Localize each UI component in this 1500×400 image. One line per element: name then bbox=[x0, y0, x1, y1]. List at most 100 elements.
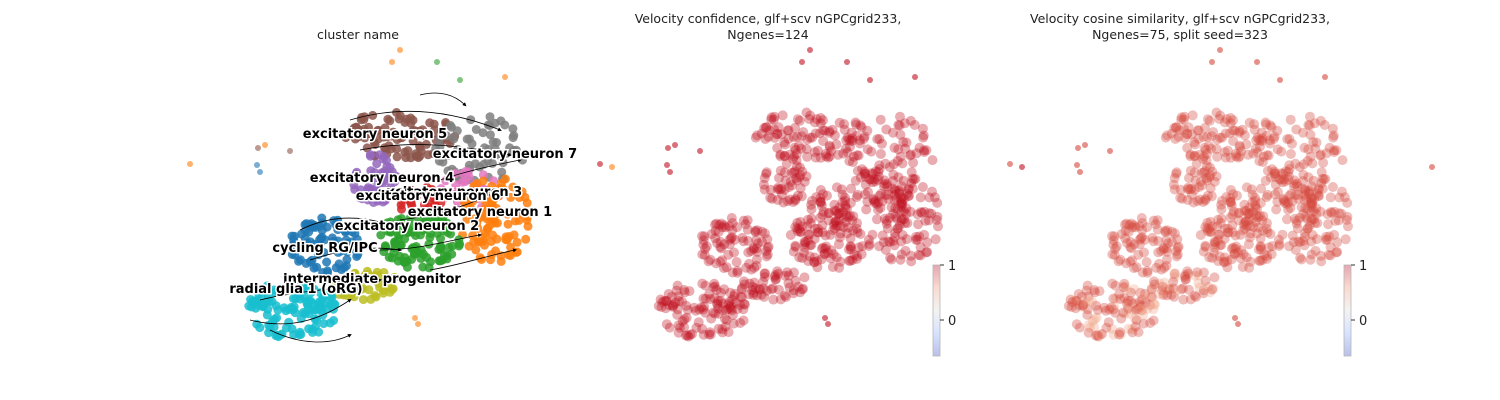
cell-point bbox=[892, 223, 903, 234]
cell-point bbox=[1309, 214, 1319, 225]
cell-point bbox=[1199, 166, 1210, 177]
cell-point bbox=[887, 183, 898, 194]
confidence-colorbar-tick-0: 0 bbox=[948, 314, 956, 329]
cell-point bbox=[1250, 200, 1261, 211]
cell-point bbox=[704, 289, 715, 300]
cell-point bbox=[880, 158, 891, 169]
cell-point bbox=[697, 231, 707, 242]
cell-point bbox=[1201, 149, 1212, 159]
cell-point bbox=[1147, 232, 1158, 243]
cell-point bbox=[802, 221, 813, 232]
cell-point bbox=[1092, 330, 1103, 341]
cell-point bbox=[817, 220, 828, 231]
cell-point bbox=[1214, 251, 1225, 262]
cell-point bbox=[1234, 151, 1245, 162]
cell-point bbox=[879, 175, 890, 186]
cell-point bbox=[392, 144, 402, 154]
cell-point bbox=[384, 252, 394, 262]
cell-point bbox=[853, 242, 864, 253]
cell-point bbox=[690, 305, 701, 316]
cell-point bbox=[762, 242, 773, 253]
cell-point bbox=[1137, 218, 1148, 228]
cell-point bbox=[1241, 252, 1252, 263]
cell-point bbox=[341, 235, 351, 245]
cell-point bbox=[1146, 284, 1157, 295]
cell-point bbox=[1129, 284, 1140, 295]
cell-point bbox=[1298, 169, 1309, 180]
cell-point bbox=[1241, 182, 1252, 193]
cell-point bbox=[1342, 211, 1353, 222]
cell-point bbox=[1209, 236, 1220, 247]
cell-point bbox=[763, 131, 774, 142]
cell-point bbox=[1113, 256, 1124, 267]
cell-point bbox=[1325, 250, 1336, 261]
cell-point bbox=[795, 226, 806, 237]
cell-point bbox=[775, 165, 786, 176]
cell-point bbox=[1275, 174, 1286, 185]
cell-point bbox=[1342, 197, 1353, 208]
cell-point bbox=[728, 318, 739, 329]
cell-point bbox=[1082, 280, 1093, 291]
cell-point bbox=[1157, 285, 1167, 296]
cell-point bbox=[1183, 268, 1194, 279]
cell-point bbox=[1207, 221, 1218, 232]
cell-point bbox=[1233, 247, 1244, 258]
cell-point bbox=[883, 236, 894, 247]
cell-point bbox=[1239, 199, 1250, 210]
cell-point bbox=[1307, 230, 1318, 240]
cell-point bbox=[895, 129, 906, 140]
cell-point bbox=[1287, 138, 1297, 149]
cell-point bbox=[1267, 164, 1277, 175]
cell-point bbox=[1306, 213, 1317, 224]
cell-point bbox=[365, 150, 375, 160]
cell-point bbox=[882, 223, 893, 234]
cell-point bbox=[726, 232, 737, 243]
cell-point bbox=[1337, 155, 1348, 166]
cell-point bbox=[807, 47, 813, 53]
cell-point bbox=[1274, 241, 1284, 251]
cell-point bbox=[1252, 228, 1263, 239]
cell-point bbox=[873, 174, 884, 185]
cell-point bbox=[477, 255, 486, 264]
cell-point bbox=[809, 233, 820, 244]
cell-point bbox=[1173, 131, 1184, 142]
cell-point bbox=[1187, 110, 1198, 121]
cell-point bbox=[1309, 206, 1319, 217]
cell-point bbox=[716, 243, 727, 254]
cell-point bbox=[877, 196, 888, 207]
cell-point bbox=[772, 129, 783, 140]
cell-point bbox=[1185, 294, 1196, 305]
cell-point bbox=[1226, 254, 1237, 265]
cell-point bbox=[1216, 199, 1227, 210]
cell-point bbox=[1118, 307, 1129, 318]
cell-point bbox=[1216, 240, 1227, 250]
cell-point bbox=[788, 285, 799, 296]
cell-point bbox=[833, 149, 844, 160]
cell-point bbox=[1258, 151, 1269, 162]
cell-point bbox=[846, 183, 857, 194]
cell-point bbox=[715, 242, 726, 253]
cell-point bbox=[901, 137, 912, 148]
cell-point bbox=[744, 258, 755, 269]
cell-point bbox=[1161, 243, 1172, 254]
cell-point bbox=[1179, 132, 1190, 143]
cell-point bbox=[798, 247, 809, 258]
cell-point bbox=[801, 144, 812, 154]
cell-point bbox=[1189, 167, 1200, 178]
cell-point bbox=[675, 322, 686, 333]
cell-point bbox=[750, 227, 761, 238]
cell-point bbox=[816, 197, 827, 208]
cell-point bbox=[795, 170, 806, 181]
cell-point bbox=[693, 317, 704, 328]
cell-point bbox=[1071, 295, 1082, 306]
cell-point bbox=[1274, 174, 1285, 185]
cell-point bbox=[661, 319, 672, 330]
cell-point bbox=[1329, 229, 1340, 240]
cell-point bbox=[743, 236, 754, 246]
cell-point bbox=[919, 229, 930, 240]
cell-point bbox=[1228, 242, 1239, 253]
cell-point bbox=[724, 221, 735, 232]
streamline bbox=[259, 278, 382, 301]
cell-point bbox=[1332, 247, 1343, 257]
cell-point bbox=[679, 287, 690, 298]
